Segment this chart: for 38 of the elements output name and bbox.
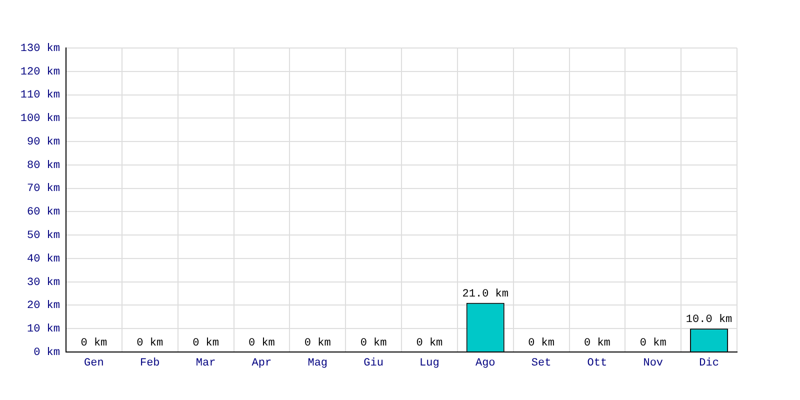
y-tick-label: 20 km <box>26 300 60 312</box>
y-tick-label: 80 km <box>26 160 60 172</box>
x-tick-label: Mag <box>308 358 328 370</box>
y-tick-label: 10 km <box>26 324 60 336</box>
y-tick-label: 60 km <box>26 206 60 219</box>
data-label: 0 km <box>528 337 555 350</box>
data-label: 0 km <box>304 337 332 350</box>
data-label: 0 km <box>248 337 276 350</box>
x-tick-label: Feb <box>140 358 160 370</box>
data-label: 21.0 km <box>462 288 509 300</box>
x-tick-label: Ott <box>587 358 608 370</box>
x-tick-label: Mar <box>196 358 216 370</box>
data-label: 0 km <box>640 337 667 350</box>
data-label: 0 km <box>360 337 388 350</box>
y-tick-label: 70 km <box>26 183 60 196</box>
data-label: 0 km <box>192 337 220 350</box>
y-tick-label: 30 km <box>26 276 60 289</box>
data-label: 0 km <box>584 337 611 350</box>
x-tick-label: Apr <box>252 358 272 370</box>
y-tick-label: 50 km <box>26 230 60 242</box>
data-label: 0 km <box>136 337 164 350</box>
x-tick-label: Dic <box>699 358 719 370</box>
y-tick-label: 90 km <box>26 136 60 148</box>
data-label: 0 km <box>416 337 444 350</box>
y-tick-label: 120 km <box>20 66 60 78</box>
x-tick-label: Set <box>531 358 552 370</box>
x-tick-label: Giu <box>364 358 384 370</box>
y-tick-label: 100 km <box>20 113 60 126</box>
x-tick-label: Gen <box>84 358 104 370</box>
x-tick-label: Lug <box>420 358 440 370</box>
y-tick-label: 110 km <box>20 90 60 102</box>
x-tick-label: Nov <box>643 358 664 370</box>
data-label: 10.0 km <box>686 314 733 326</box>
x-tick-label: Ago <box>475 358 496 370</box>
y-tick-label: 0 km <box>34 346 60 359</box>
y-tick-label: 40 km <box>26 253 60 266</box>
y-tick-label: 130 km <box>20 42 60 55</box>
data-label: 0 km <box>80 337 108 350</box>
